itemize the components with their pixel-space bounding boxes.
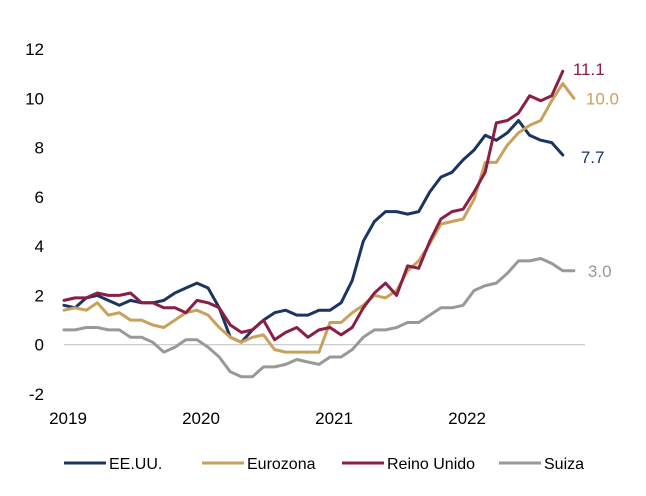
series-end-label: 11.1 [573, 60, 605, 79]
x-axis-ticks: 2019 2020 2021 2022 [49, 409, 486, 428]
series-line-3 [62, 257, 576, 379]
series-lines [62, 69, 576, 379]
y-tick-label: 0 [35, 336, 44, 355]
y-axis-ticks: -2 0 2 4 6 8 10 12 [25, 40, 44, 404]
y-tick-label: 10 [25, 89, 44, 108]
series-line-2 [62, 69, 565, 342]
legend-label: Reino Unido [387, 456, 475, 473]
series-end-label: 10.0 [586, 89, 619, 108]
y-tick-label: 6 [35, 188, 44, 207]
series-end-label: 7.7 [581, 148, 605, 167]
x-tick-label: 2022 [448, 409, 486, 428]
x-tick-label: 2020 [182, 409, 220, 428]
y-tick-label: -2 [29, 385, 44, 404]
legend-label: Suiza [544, 456, 584, 473]
series-end-labels: 7.7 10.0 11.1 3.0 [573, 60, 619, 281]
y-tick-label: 8 [35, 139, 44, 158]
legend: EE.UU. Eurozona Reino Unido Suiza [64, 456, 584, 473]
y-tick-label: 4 [35, 237, 44, 256]
x-tick-label: 2021 [315, 409, 353, 428]
y-tick-label: 2 [35, 286, 44, 305]
x-tick-label: 2019 [49, 409, 87, 428]
series-end-label: 3.0 [588, 262, 612, 281]
legend-label: EE.UU. [109, 456, 162, 473]
y-tick-label: 12 [25, 40, 44, 59]
legend-label: Eurozona [247, 456, 316, 473]
